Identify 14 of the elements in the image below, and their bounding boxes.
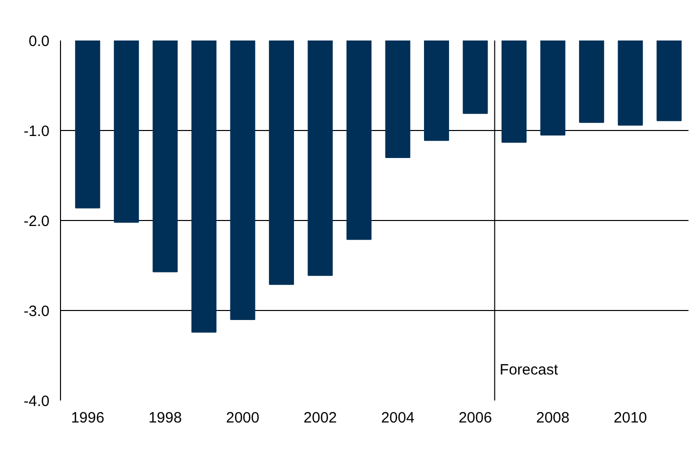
x-tick-label: 1996 [70, 410, 104, 426]
x-tick-label: 1998 [148, 410, 182, 426]
x-tick-label: 2004 [381, 410, 414, 426]
y-tick-label: -2.0 [24, 213, 50, 230]
y-tick-label: 0.0 [28, 33, 50, 50]
x-tick-label: 2006 [458, 410, 492, 426]
x-tick-label: 2000 [226, 410, 260, 426]
x-tick-label: 2002 [304, 410, 337, 426]
x-tick-label: 2010 [614, 410, 648, 426]
y-tick-label: -1.0 [24, 123, 50, 140]
x-tick-label: 2008 [536, 410, 570, 426]
y-tick-label: -4.0 [24, 393, 50, 410]
y-tick-label: -3.0 [24, 303, 50, 320]
ref-line-label: Forecast [500, 362, 559, 378]
